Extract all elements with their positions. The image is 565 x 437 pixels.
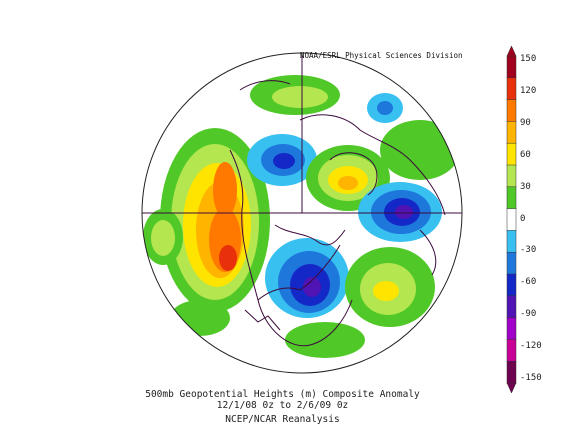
siberian-ridge — [306, 145, 390, 211]
colorbar-swatch — [506, 142, 517, 166]
map-border — [141, 52, 463, 374]
colorbar-swatch — [506, 295, 517, 319]
credit-label: NOAA/ESRL Physical Sciences Division — [300, 51, 463, 60]
east-asia-trough — [358, 182, 442, 242]
colorbar — [506, 45, 517, 394]
colorbar-tick-label: 30 — [520, 181, 531, 192]
colorbar-swatch — [506, 317, 517, 341]
caption-line-2: 12/1/08 0z to 2/6/09 0z — [216, 400, 349, 411]
colorbar-swatch — [506, 77, 517, 101]
colorbar-tick-label: -90 — [520, 309, 537, 320]
colorbar-tick-label: 60 — [520, 149, 531, 160]
arctic-low — [247, 134, 317, 186]
colorbar-swatch — [506, 360, 517, 384]
colorbar-tick-label: 150 — [520, 54, 537, 64]
atlantic-ridge — [345, 247, 435, 327]
colorbar-tick-label: -60 — [520, 277, 537, 288]
colorbar-tick-label: -30 — [520, 245, 537, 256]
colorbar-tick-label: 120 — [520, 85, 537, 96]
colorbar-tick-label: -150 — [520, 373, 542, 383]
colorbar-swatch — [506, 273, 517, 297]
colorbar-tick-label: 90 — [520, 117, 531, 128]
colorbar-swatch — [506, 339, 517, 362]
colorbar-tick-label: -120 — [520, 341, 542, 352]
colorbar-swatch — [506, 164, 517, 188]
colorbar-swatch — [506, 208, 517, 232]
colorbar-swatch — [506, 251, 517, 275]
colorbar-bottom-arrow — [506, 382, 517, 394]
north-america-trough — [265, 238, 349, 318]
caption-line-3: NCEP/NCAR Reanalysis — [225, 414, 340, 425]
colorbar-swatch — [506, 99, 517, 123]
colorbar-swatch — [506, 186, 517, 210]
colorbar-swatch — [506, 230, 517, 253]
colorbar-top-arrow — [506, 45, 517, 57]
coastlines — [229, 80, 446, 347]
grid-lines — [142, 53, 462, 214]
pacific-ridge — [160, 128, 270, 312]
caption-line-1: 500mb Geopotential Heights (m) Composite… — [145, 389, 420, 400]
anomaly-field — [142, 53, 462, 373]
colorbar-tick-label: 0 — [520, 213, 526, 224]
colorbar-swatch — [506, 121, 517, 144]
colorbar-swatch — [506, 55, 517, 79]
